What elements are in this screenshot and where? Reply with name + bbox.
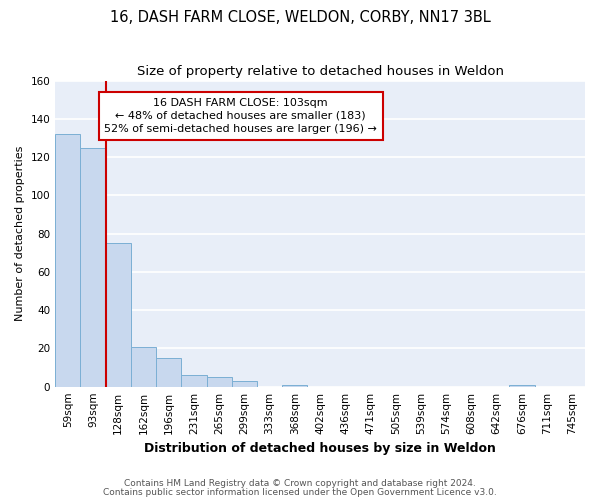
Bar [509, 385, 535, 386]
Text: Contains public sector information licensed under the Open Government Licence v3: Contains public sector information licen… [103, 488, 497, 497]
Bar [206, 377, 232, 386]
Text: 16, DASH FARM CLOSE, WELDON, CORBY, NN17 3BL: 16, DASH FARM CLOSE, WELDON, CORBY, NN17… [110, 10, 490, 25]
Bar [80, 148, 106, 386]
Bar [55, 134, 80, 386]
Text: Contains HM Land Registry data © Crown copyright and database right 2024.: Contains HM Land Registry data © Crown c… [124, 479, 476, 488]
Bar [282, 385, 307, 386]
Title: Size of property relative to detached houses in Weldon: Size of property relative to detached ho… [137, 65, 503, 78]
X-axis label: Distribution of detached houses by size in Weldon: Distribution of detached houses by size … [144, 442, 496, 455]
Bar [131, 346, 156, 387]
Bar [232, 381, 257, 386]
Y-axis label: Number of detached properties: Number of detached properties [15, 146, 25, 322]
Bar [156, 358, 181, 386]
Text: 16 DASH FARM CLOSE: 103sqm
← 48% of detached houses are smaller (183)
52% of sem: 16 DASH FARM CLOSE: 103sqm ← 48% of deta… [104, 98, 377, 134]
Bar [181, 375, 206, 386]
Bar [106, 243, 131, 386]
